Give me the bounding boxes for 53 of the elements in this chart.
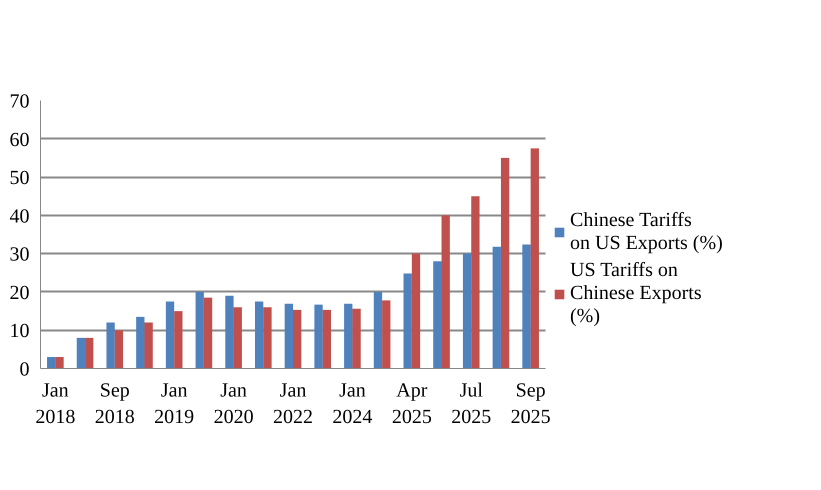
bar: [344, 304, 352, 368]
bar: [471, 196, 480, 368]
x-tick-label: Jan 2024: [332, 380, 372, 428]
bar: [225, 296, 234, 368]
bar: [136, 316, 144, 368]
bar: [374, 292, 382, 368]
bar: [166, 302, 174, 368]
legend-label: Chinese Tariffs on US Exports (%): [570, 209, 723, 255]
x-tick-label: Jan 2019: [154, 380, 194, 428]
bar: [314, 304, 323, 368]
bar: [85, 338, 94, 368]
bar: [352, 308, 361, 368]
bar: [55, 357, 64, 368]
bar: [204, 298, 212, 368]
y-tick-label: 70: [10, 90, 30, 112]
y-tick-label: 30: [10, 244, 30, 266]
bar: [263, 307, 272, 368]
bar: [442, 215, 450, 368]
bar: [76, 338, 86, 368]
bar: [382, 300, 390, 368]
x-tick-label: Apr 2025: [392, 380, 432, 428]
bar: [492, 246, 501, 368]
x-tick-label: Sep 2018: [94, 380, 135, 428]
bar: [522, 244, 531, 368]
bar: [322, 310, 332, 368]
bar: [254, 302, 264, 368]
bar: [293, 310, 302, 368]
x-tick-label: Jan 2022: [273, 380, 313, 428]
bar: [47, 357, 56, 368]
bar: [500, 158, 510, 368]
x-tick-label: Jan 2020: [214, 380, 254, 428]
bar: [144, 322, 153, 368]
x-tick-label: Jan 2018: [35, 380, 76, 428]
bar: [412, 254, 420, 368]
bar: [174, 311, 182, 368]
x-tick-label: Jul 2025: [451, 380, 492, 428]
bar: [462, 254, 472, 368]
bar: [433, 261, 442, 368]
y-tick-label: 40: [10, 205, 30, 228]
bar: [530, 148, 539, 368]
bar: [114, 330, 124, 368]
y-tick-label: 20: [10, 282, 30, 304]
bar: [106, 322, 115, 368]
bar: [404, 274, 412, 368]
bar: [284, 304, 293, 368]
x-tick-label: Sep 2025: [510, 380, 551, 428]
y-tick-label: 0: [20, 358, 30, 380]
bar: [234, 307, 242, 368]
y-tick-label: 50: [10, 167, 30, 190]
bar: [196, 292, 204, 368]
legend-label: US Tariffs on Chinese Exports (%): [570, 259, 702, 328]
y-tick-label: 10: [10, 320, 30, 342]
y-tick-label: 60: [10, 128, 30, 151]
